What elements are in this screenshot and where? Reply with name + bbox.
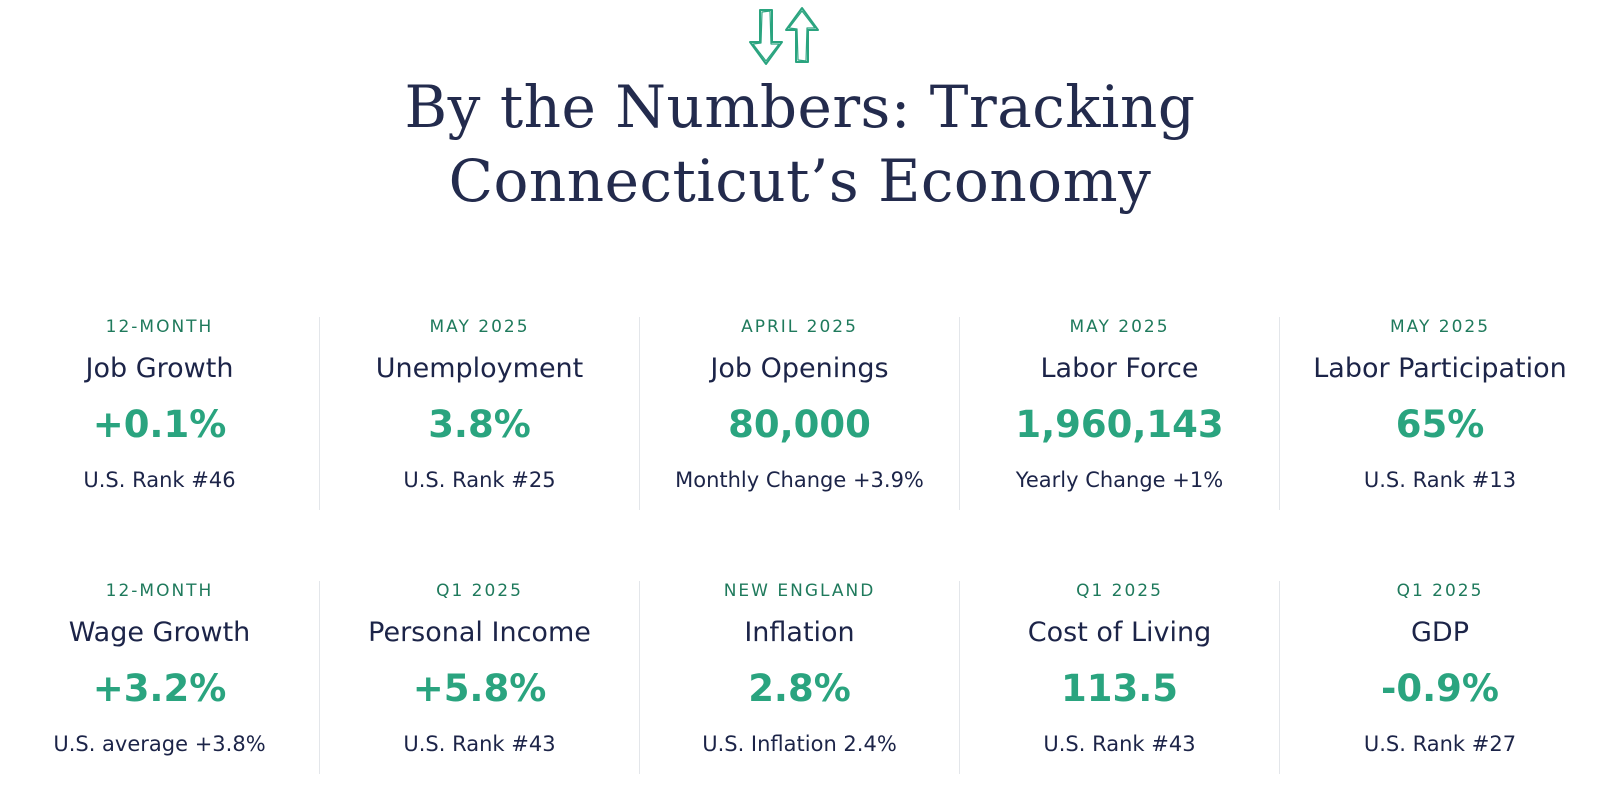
stat-note: U.S. Rank #13: [1363, 468, 1517, 492]
stat-card-labor-participation: MAY 2025 Labor Participation 65% U.S. Ra…: [1280, 317, 1600, 510]
stat-note: Monthly Change +3.9%: [675, 468, 924, 492]
stat-value: 3.8%: [428, 403, 531, 446]
stat-note: Yearly Change +1%: [1015, 468, 1224, 492]
stat-label: Cost of Living: [1027, 617, 1212, 648]
stat-period: Q1 2025: [436, 581, 523, 601]
stat-note: U.S. Rank #43: [403, 732, 556, 756]
stat-label: Labor Force: [1040, 353, 1199, 384]
stat-value: +0.1%: [92, 403, 227, 446]
stat-card-cost-of-living: Q1 2025 Cost of Living 113.5 U.S. Rank #…: [960, 581, 1280, 774]
stat-note: U.S. Rank #25: [403, 468, 556, 492]
stat-period: 12-MONTH: [105, 581, 214, 601]
stat-label: Labor Participation: [1313, 353, 1567, 384]
stat-card-personal-income: Q1 2025 Personal Income +5.8% U.S. Rank …: [320, 581, 640, 774]
stat-value: +3.2%: [92, 667, 227, 710]
stat-card-wage-growth: 12-MONTH Wage Growth +3.2% U.S. average …: [0, 581, 320, 774]
stat-note: U.S. Inflation 2.4%: [702, 732, 897, 756]
stats-row-2: 12-MONTH Wage Growth +3.2% U.S. average …: [0, 581, 1600, 774]
stat-period: Q1 2025: [1076, 581, 1163, 601]
stat-label: Job Growth: [85, 353, 234, 384]
stat-note: U.S. average +3.8%: [53, 732, 266, 756]
stat-period: MAY 2025: [1069, 317, 1170, 337]
stat-period: NEW ENGLAND: [723, 581, 876, 601]
stat-value: -0.9%: [1381, 667, 1499, 710]
stat-label: Unemployment: [375, 353, 584, 384]
stat-label: Personal Income: [368, 617, 591, 648]
stat-note: U.S. Rank #27: [1363, 732, 1517, 756]
stat-label: GDP: [1411, 617, 1469, 648]
stat-period: 12-MONTH: [105, 317, 214, 337]
stat-card-labor-force: MAY 2025 Labor Force 1,960,143 Yearly Ch…: [960, 317, 1280, 510]
stat-note: U.S. Rank #46: [83, 468, 236, 492]
stat-card-inflation: NEW ENGLAND Inflation 2.8% U.S. Inflatio…: [640, 581, 960, 774]
stat-card-unemployment: MAY 2025 Unemployment 3.8% U.S. Rank #25: [320, 317, 640, 510]
stat-value: +5.8%: [412, 667, 547, 710]
page-title-line-1: By the Numbers: Tracking: [404, 73, 1196, 141]
stat-card-job-growth: 12-MONTH Job Growth +0.1% U.S. Rank #46: [0, 317, 320, 510]
page-title-line-2: Connecticut’s Economy: [448, 147, 1152, 215]
up-down-arrows-icon: [749, 7, 819, 65]
stat-period: MAY 2025: [429, 317, 530, 337]
stat-note: U.S. Rank #43: [1043, 732, 1196, 756]
stat-label: Inflation: [744, 617, 855, 648]
stat-card-job-openings: APRIL 2025 Job Openings 80,000 Monthly C…: [640, 317, 960, 510]
stat-value: 113.5: [1060, 667, 1179, 710]
stat-period: APRIL 2025: [741, 317, 858, 337]
stat-label: Wage Growth: [68, 617, 251, 648]
stat-card-gdp: Q1 2025 GDP -0.9% U.S. Rank #27: [1280, 581, 1600, 774]
stat-value: 80,000: [728, 403, 871, 446]
stat-value: 2.8%: [748, 667, 851, 710]
stat-value: 1,960,143: [1015, 403, 1224, 446]
stat-label: Job Openings: [710, 353, 889, 384]
stat-period: Q1 2025: [1396, 581, 1484, 601]
stat-value: 65%: [1395, 403, 1485, 446]
page-title: By the Numbers: Tracking Connecticut’s E…: [0, 70, 1600, 218]
stat-period: MAY 2025: [1389, 317, 1491, 337]
stats-row-1: 12-MONTH Job Growth +0.1% U.S. Rank #46 …: [0, 317, 1600, 510]
